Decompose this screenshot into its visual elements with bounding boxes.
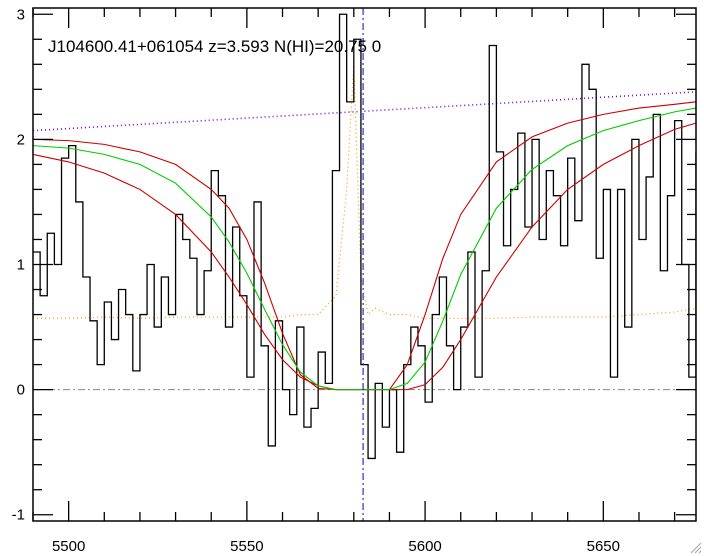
y-tick-label: 0	[17, 382, 25, 399]
series-continuum	[33, 91, 696, 132]
axes-layer: 5500 5550 5600 5650 -1 0 1 2 3	[12, 6, 697, 555]
y-tick-label: 1	[17, 257, 25, 274]
x-tick-label: 5500	[52, 538, 85, 555]
series-layer	[33, 8, 696, 521]
resize-grip-icon[interactable]	[688, 540, 702, 554]
y-tick-label: 2	[17, 131, 25, 148]
x-tick-label: 5600	[408, 538, 441, 555]
y-tick-label: -1	[12, 507, 25, 524]
series-model	[33, 107, 696, 391]
x-tick-label: 5550	[230, 538, 263, 555]
y-tick-label: 3	[17, 6, 25, 23]
plot-frame	[32, 7, 697, 522]
chart-title: J104600.41+061054 z=3.593 N(HI)=20.75 0	[48, 37, 381, 56]
x-tick-label: 5650	[587, 538, 620, 555]
series-flux	[33, 13, 696, 460]
